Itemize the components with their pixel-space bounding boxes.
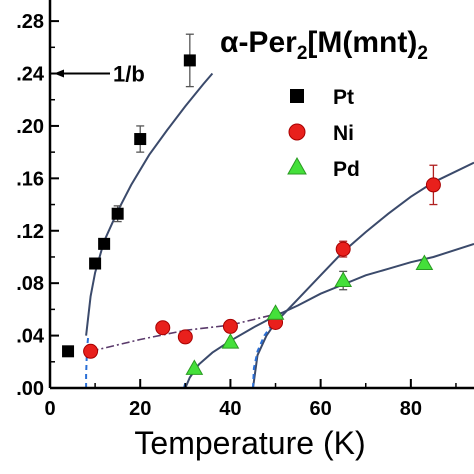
data-point-pd xyxy=(334,271,353,288)
data-point-pt xyxy=(134,133,147,146)
x-tick-label: 20 xyxy=(129,398,151,420)
data-point-pd xyxy=(415,254,434,271)
data-point-ni xyxy=(222,318,238,334)
y-tick-label: .20 xyxy=(16,116,44,138)
y-tick-label: .00 xyxy=(16,378,44,400)
data-point-ni xyxy=(335,241,351,257)
fit-curve-ni-dashed xyxy=(252,325,272,389)
legend-marker-pd xyxy=(287,156,307,175)
data-point-ni xyxy=(83,343,99,359)
data-point-pt xyxy=(62,345,75,358)
y-tick-label: .04 xyxy=(16,326,45,348)
data-point-ni xyxy=(155,320,171,336)
fit-curve-pt-dashed xyxy=(85,335,90,388)
x-tick-label: 40 xyxy=(219,398,241,420)
y-tick-label: .16 xyxy=(16,168,44,190)
y-tick-label: .12 xyxy=(16,221,44,243)
data-points xyxy=(62,33,441,375)
data-point-pd xyxy=(185,359,204,375)
data-point-ni xyxy=(177,329,193,345)
data-point-pt xyxy=(98,237,111,250)
title-part: α-Per xyxy=(220,26,297,59)
axes: 0 20 40 60 80 .00 .04 .08 .12 .16 .20 .24 .28 xyxy=(16,0,474,420)
title-part: [M(mnt) xyxy=(307,26,417,59)
data-point-pt xyxy=(111,207,124,220)
data-point-pt xyxy=(89,257,102,270)
x-tick-label: 0 xyxy=(44,398,55,420)
y-tick-label: .28 xyxy=(16,11,44,33)
x-tick-label: 60 xyxy=(310,398,332,420)
annotation: 1/b xyxy=(54,62,145,87)
x-tick-label: 80 xyxy=(400,398,422,420)
legend-marker-pt xyxy=(290,89,304,103)
legend-label-ni: Ni xyxy=(333,122,354,145)
chart-title: α-Per2[M(mnt)2 xyxy=(220,26,428,64)
legend-marker-ni xyxy=(288,123,306,141)
annotation-label: 1/b xyxy=(113,62,145,87)
legend: Pt Ni Pd xyxy=(287,86,360,181)
x-axis-title: Temperature (K) xyxy=(134,425,365,461)
data-point-ni xyxy=(425,177,441,193)
title-subscript: 2 xyxy=(297,43,308,64)
title-subscript: 2 xyxy=(417,43,428,64)
data-point-pd xyxy=(221,333,240,349)
legend-label-pd: Pd xyxy=(333,158,360,181)
fit-curve-pd-solid xyxy=(184,242,474,389)
data-point-pt xyxy=(183,54,196,67)
fit-curve-pt-solid xyxy=(85,72,214,336)
legend-label-pt: Pt xyxy=(333,86,354,109)
data-point-pd xyxy=(266,304,285,320)
y-tick-label: .08 xyxy=(16,273,44,295)
fit-curves xyxy=(85,72,474,389)
y-tick-label: .24 xyxy=(16,64,45,86)
fit-curve-ni-solid xyxy=(252,161,474,389)
annotation-arrow-head xyxy=(54,69,64,78)
